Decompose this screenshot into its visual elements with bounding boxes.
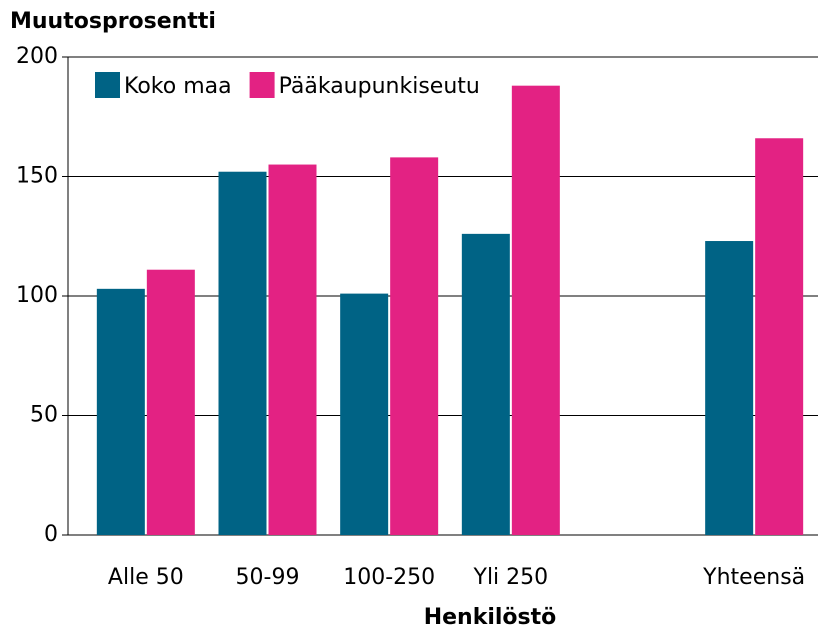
x-axis-title: Henkilöstö (424, 605, 557, 630)
legend-swatch (249, 72, 275, 98)
bar (705, 241, 754, 535)
chart-title: Muutosprosentti (10, 9, 216, 34)
x-tick-label: 50-99 (236, 565, 300, 590)
bar (96, 288, 145, 535)
x-tick-label: 100-250 (343, 565, 435, 590)
y-tick-label: 150 (16, 164, 58, 189)
legend-label: Koko maa (124, 74, 232, 99)
bar (340, 293, 389, 535)
bar (218, 171, 267, 535)
x-tick-label: Alle 50 (108, 565, 184, 590)
y-tick-label: 200 (16, 44, 58, 69)
bar (268, 164, 317, 536)
x-tick-label: Yhteensä (702, 565, 805, 590)
legend-label: Pääkaupunkiseutu (279, 74, 480, 99)
bar (390, 157, 439, 535)
y-tick-label: 0 (44, 522, 58, 547)
x-tick-label: Yli 250 (473, 565, 549, 590)
y-tick-label: 100 (16, 283, 58, 308)
bar (511, 85, 560, 536)
bar (755, 138, 804, 535)
legend-swatch (95, 72, 120, 98)
bar (461, 233, 510, 536)
bar (146, 269, 195, 535)
y-tick-label: 50 (30, 403, 58, 428)
